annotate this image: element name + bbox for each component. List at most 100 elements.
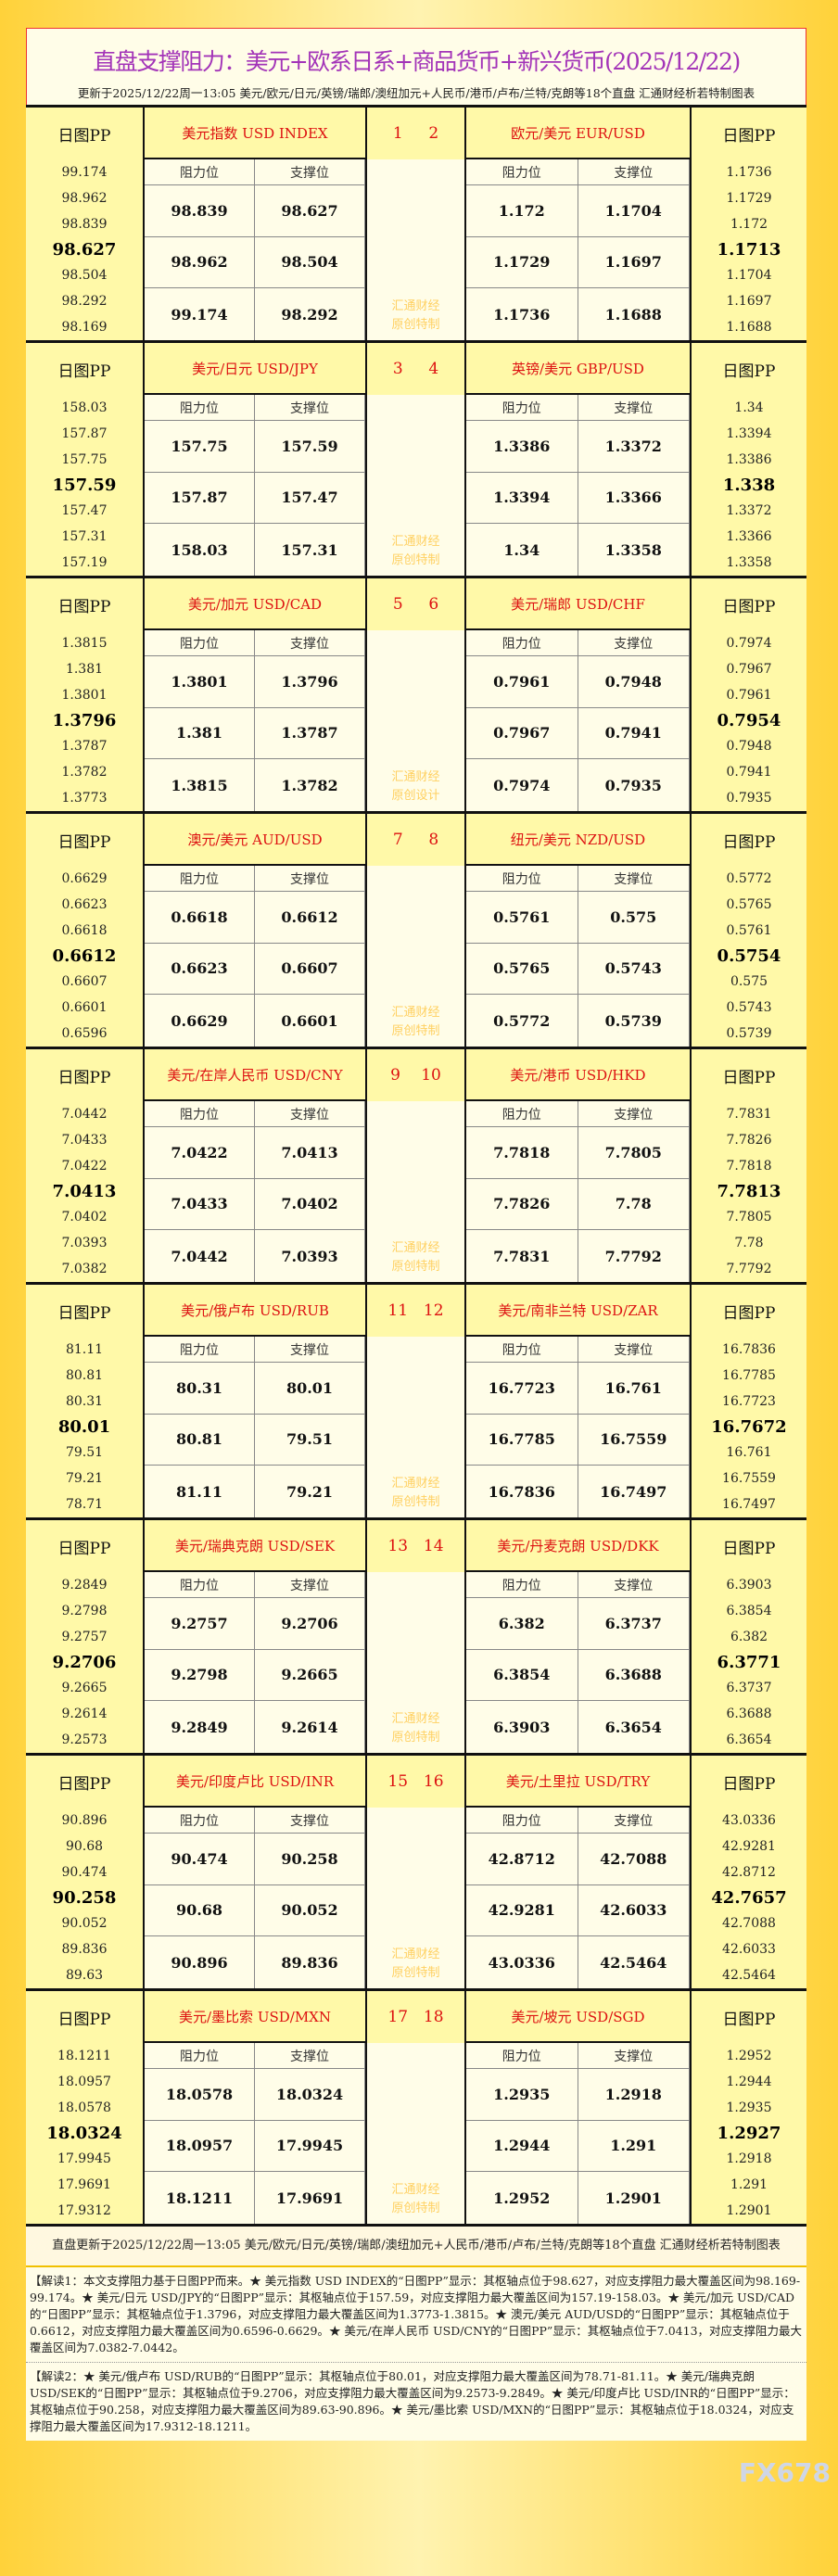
pp-level: 9.2757 (61, 1629, 108, 1644)
support-value: 98.292 (255, 288, 365, 340)
support-value: 42.6033 (578, 1884, 690, 1936)
resistance-value: 7.7831 (466, 1230, 578, 1282)
level-rows: 1.3386 1.3372 1.3394 1.3366 1.34 1.3358 (466, 421, 690, 576)
level-rows: 18.0578 18.0324 18.0957 17.9945 18.1211 17.96… (145, 2069, 365, 2224)
resistance-value: 16.7836 (466, 1466, 578, 1517)
level-row: 42.8712 42.7088 (466, 1834, 690, 1885)
header: 直盘支撑阻力：美元+欧系日系+商品货币+新兴货币(2025/12/22) 更新于… (26, 28, 806, 105)
pp-level: 0.5739 (726, 1026, 772, 1042)
level-row: 9.2849 9.2614 (145, 1701, 365, 1753)
pp-level: 0.5772 (726, 870, 772, 886)
pp-level: 1.1736 (726, 164, 772, 180)
pair-number: 18 (423, 2008, 444, 2026)
pair-name: 欧元/美元 EUR/USD (466, 108, 690, 159)
pp-level: 6.3654 (726, 1732, 772, 1748)
level-row: 7.7831 7.7792 (466, 1230, 690, 1282)
pair-name: 美元/加元 USD/CAD (145, 578, 365, 630)
middle-column: 15 16 汇通财经 原创特制 (367, 1756, 464, 1988)
support-header: 支撑位 (578, 1808, 690, 1833)
resistance-value: 18.0578 (145, 2069, 255, 2120)
daily-pp-column: 日图PP 0.5772 0.5765 0.5761 0.5754 0.575 0.5743 0… (692, 814, 806, 1047)
level-row: 9.2757 9.2706 (145, 1598, 365, 1650)
level-row: 1.34 1.3358 (466, 524, 690, 576)
pair-block: 日图PP 18.1211 18.0957 18.0578 18.0324 17.9945 1… (26, 1988, 806, 2224)
pp-level: 0.7935 (726, 791, 772, 806)
support-header: 支撑位 (255, 2043, 365, 2068)
resistance-value: 0.5765 (466, 943, 578, 995)
pair-number: 2 (428, 124, 439, 143)
level-rows: 1.172 1.1704 1.1729 1.1697 1.1736 1.1688 (466, 185, 690, 340)
watermark-line: 原创特制 (391, 1024, 440, 1038)
page-container: 直盘支撑阻力：美元+欧系日系+商品货币+新兴货币(2025/12/22) 更新于… (26, 28, 806, 2441)
pp-level: 80.31 (65, 1393, 104, 1409)
level-rows: 16.7723 16.761 16.7785 16.7559 16.7836 16.749… (466, 1363, 690, 1517)
middle-column: 9 10 汇通财经 原创特制 (367, 1049, 464, 1282)
pp-level: 16.7785 (722, 1367, 776, 1383)
resistance-value: 0.7961 (466, 656, 578, 707)
support-value: 157.31 (255, 524, 365, 576)
resistance-header: 阻力位 (145, 1808, 255, 1833)
column-headers: 阻力位 支撑位 (466, 1101, 690, 1127)
support-header: 支撑位 (255, 1337, 365, 1362)
column-headers: 阻力位 支撑位 (145, 395, 365, 421)
pp-header: 日图PP (57, 1068, 111, 1087)
support-value: 0.7935 (578, 759, 690, 811)
column-headers: 阻力位 支撑位 (466, 866, 690, 892)
resistance-value: 81.11 (145, 1466, 255, 1517)
level-rows: 6.382 6.3737 6.3854 6.3688 6.3903 6.3654 (466, 1598, 690, 1753)
pp-level: 1.3801 (61, 687, 108, 703)
pp-level: 157.19 (61, 555, 108, 571)
pp-level: 18.0957 (57, 2074, 111, 2089)
resistance-value: 1.2944 (466, 2120, 578, 2172)
level-row: 1.381 1.3787 (145, 707, 365, 760)
level-row: 16.7723 16.761 (466, 1363, 690, 1415)
resistance-header: 阻力位 (466, 1808, 578, 1833)
pp-level: 16.7723 (722, 1393, 776, 1409)
pair-name: 美元/瑞郎 USD/CHF (466, 578, 690, 630)
pair-table-left: 美元/印度卢比 USD/INR 阻力位 支撑位 90.474 90.258 90.68 90… (143, 1756, 367, 1988)
pp-level: 1.3394 (726, 425, 772, 441)
pp-level: 18.1211 (57, 2048, 111, 2063)
support-header: 支撑位 (255, 630, 365, 655)
level-row: 16.7836 16.7497 (466, 1466, 690, 1517)
support-value: 1.3358 (578, 524, 690, 576)
resistance-value: 43.0336 (466, 1936, 578, 1988)
resistance-value: 157.87 (145, 472, 255, 524)
pp-level: 98.839 (61, 216, 108, 232)
level-row: 90.474 90.258 (145, 1834, 365, 1885)
pair-number: 3 (392, 360, 403, 378)
pp-level: 7.0422 (61, 1158, 108, 1174)
pair-block: 日图PP 90.896 90.68 90.474 90.258 90.052 89.836 8… (26, 1753, 806, 1988)
pp-level: 7.0442 (61, 1106, 108, 1122)
pair-number: 1 (392, 124, 403, 143)
resistance-value: 0.5772 (466, 995, 578, 1047)
watermark-line: 汇通财经 (391, 2183, 440, 2197)
pp-level: 42.7088 (722, 1916, 776, 1932)
pp-level: 17.9945 (57, 2151, 111, 2167)
daily-pp-column: 日图PP 1.1736 1.1729 1.172 1.1713 1.1704 1.1697 1… (692, 108, 806, 340)
support-value: 7.0413 (255, 1127, 365, 1178)
pair-table-left: 美元/墨比索 USD/MXN 阻力位 支撑位 18.0578 18.0324 18.095… (143, 1991, 367, 2224)
pivot-value: 157.59 (52, 476, 117, 495)
resistance-value: 6.382 (466, 1598, 578, 1649)
level-row: 6.3854 6.3688 (466, 1649, 690, 1702)
pp-level: 6.3854 (726, 1603, 772, 1618)
level-row: 18.1211 17.9691 (145, 2172, 365, 2224)
support-value: 9.2665 (255, 1649, 365, 1701)
support-header: 支撑位 (578, 1337, 690, 1362)
watermark-line: 汇通财经 (391, 1006, 440, 1020)
resistance-value: 7.7818 (466, 1127, 578, 1178)
pair-table-left: 美元/俄卢布 USD/RUB 阻力位 支撑位 80.31 80.01 80.81 79.51… (143, 1285, 367, 1517)
pair-name: 美元/在岸人民币 USD/CNY (145, 1049, 365, 1101)
level-row: 7.7826 7.78 (466, 1178, 690, 1231)
support-value: 0.575 (578, 892, 690, 943)
level-rows: 157.75 157.59 157.87 157.47 158.03 157.31 (145, 421, 365, 576)
pivot-value: 90.258 (52, 1888, 117, 1908)
pair-number: 14 (423, 1537, 444, 1555)
pp-level: 1.172 (730, 216, 768, 232)
pp-header: 日图PP (57, 362, 111, 381)
level-row: 0.7961 0.7948 (466, 656, 690, 708)
resistance-value: 6.3903 (466, 1701, 578, 1753)
daily-pp-column: 日图PP 81.11 80.81 80.31 80.01 79.51 79.21 78.71 (26, 1285, 143, 1517)
